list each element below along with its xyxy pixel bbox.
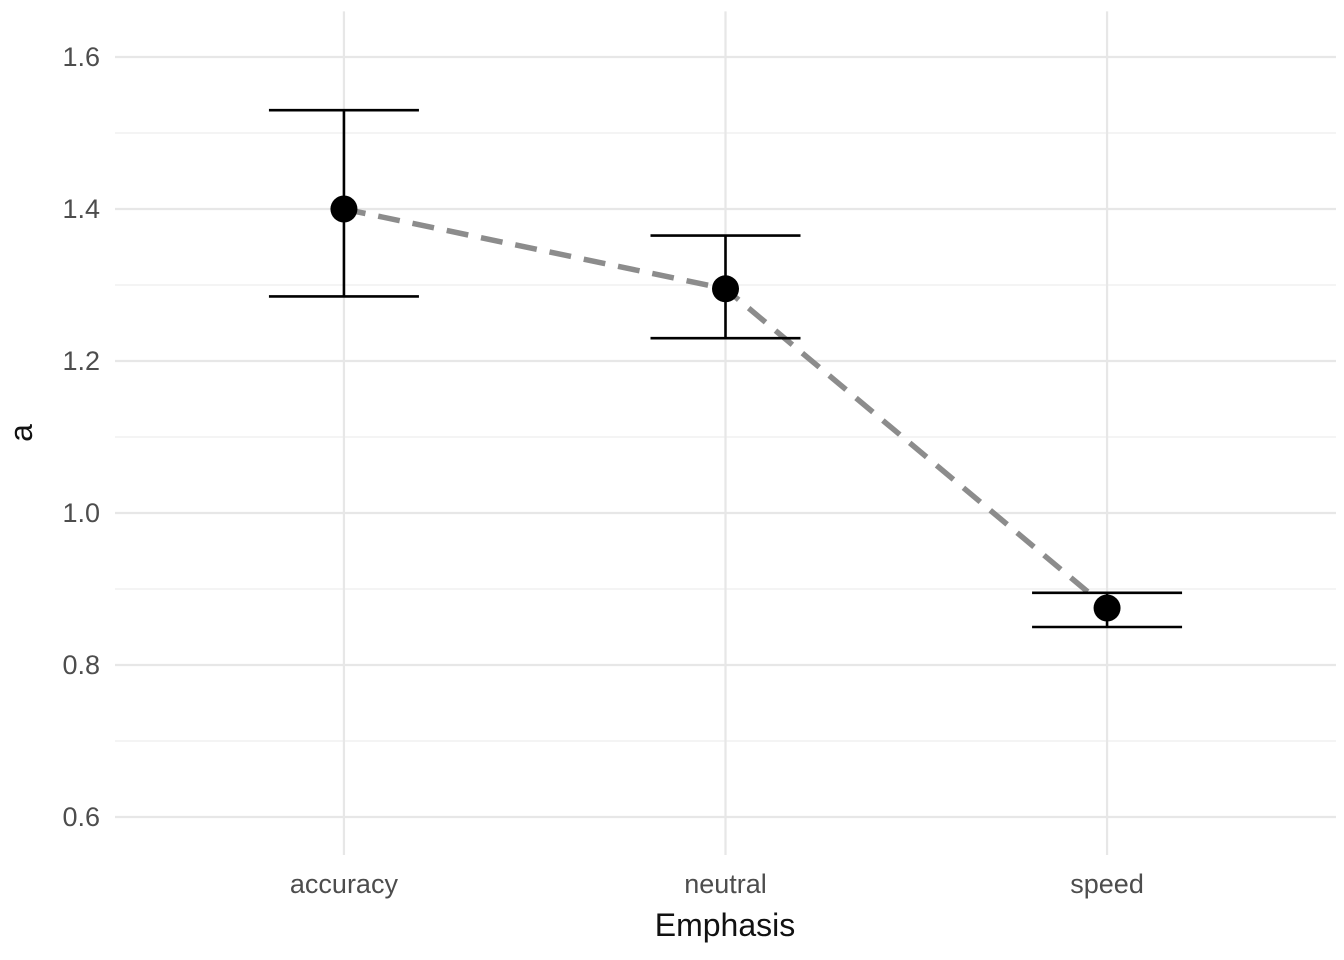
axis-tick-labels: 0.6 0.8 1.0 1.2 1.4 1.6 accuracy neutral speed: [62, 42, 1143, 899]
y-tick-label: 1.4: [62, 194, 100, 224]
y-tick-label: 1.6: [62, 42, 100, 72]
y-tick-label: 0.6: [62, 802, 100, 832]
data-layer: [268, 108, 1183, 629]
y-tick-label: 1.0: [62, 498, 100, 528]
x-tick-label: speed: [1070, 869, 1144, 899]
y-tick-label: 0.8: [62, 650, 100, 680]
y-tick-label: 1.2: [62, 346, 100, 376]
x-tick-label: neutral: [684, 869, 767, 899]
gridlines: [115, 11, 1336, 855]
y-axis-title: a: [3, 424, 39, 442]
data-point: [330, 195, 358, 223]
data-point: [1093, 594, 1121, 622]
data-point: [712, 275, 739, 303]
x-tick-label: accuracy: [290, 869, 399, 899]
x-axis-title: Emphasis: [655, 907, 796, 943]
